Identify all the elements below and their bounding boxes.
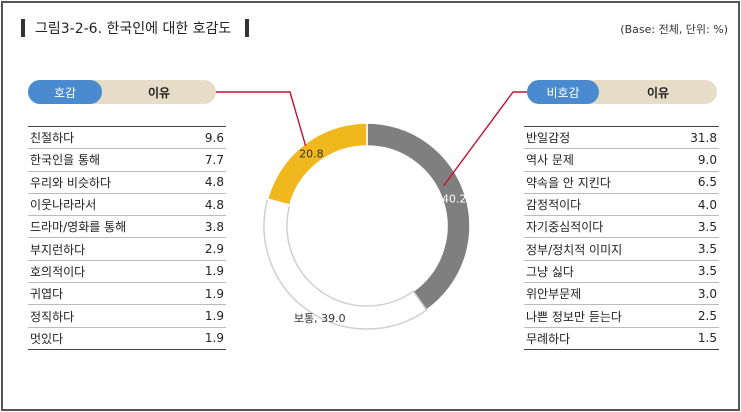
negative-reason-value: 3.5	[697, 264, 717, 279]
negative-reason-label: 이유	[646, 85, 670, 100]
positive-reason-value: 1.9	[204, 286, 224, 301]
positive-label: 호감	[28, 80, 102, 104]
positive-reason-row: 귀엽다 1.9	[28, 283, 226, 306]
positive-reason-row: 부지런하다 2.9	[28, 238, 226, 261]
positive-reason-row: 친절하다 9.6	[28, 127, 226, 150]
slice-label: 20.8	[299, 147, 324, 160]
negative-reason-label: 나쁜 정보만 듣는다	[526, 309, 622, 324]
positive-reason-label: 이웃나라라서	[30, 198, 97, 213]
positive-reason-row: 호의적이다 1.9	[28, 261, 226, 284]
negative-reason-label: 위안부문제	[526, 287, 582, 302]
positive-reason-value: 4.8	[204, 175, 224, 190]
positive-reason-label: 우리와 비슷하다	[30, 175, 112, 190]
negative-reason-label: 자기중심적이다	[526, 220, 604, 235]
positive-reason-value: 1.9	[204, 264, 224, 279]
positive-reason-row: 정직하다 1.9	[28, 305, 226, 328]
negative-label: 비호감	[527, 80, 599, 104]
positive-reason-value: 9.6	[204, 130, 224, 145]
negative-reason-value: 3.5	[697, 219, 717, 234]
positive-reasons-list: 친절하다 9.6 한국인을 통해 7.7 우리와 비슷하다 4.8 이웃나라라서 4.8 드라마…	[28, 126, 226, 350]
title-row: 그림3-2-6. 한국인에 대한 호감도	[21, 17, 250, 39]
positive-reason-row: 멋있다 1.9	[28, 328, 226, 350]
negative-reason-value: 6.5	[697, 175, 717, 190]
unit-note: (Base: 전체, 단위: %)	[620, 23, 728, 36]
negative-reason-row: 약속을 안 지킨다 6.5	[524, 172, 719, 194]
donut-slice	[266, 122, 368, 207]
negative-reason-row: 감정적이다 4.0	[524, 194, 719, 217]
negative-reason-value: 31.8	[690, 130, 717, 145]
negative-reason-row: 그냥 싫다 3.5	[524, 261, 719, 284]
negative-reason-label: 반일감정	[526, 131, 571, 146]
donut-slice	[263, 198, 428, 330]
positive-reason-label: 한국인을 통해	[30, 153, 101, 168]
negative-reason-value: 4.0	[697, 197, 717, 212]
positive-reason-label: 귀엽다	[30, 287, 64, 302]
positive-reason-label: 정직하다	[30, 309, 75, 324]
chart-title: 그림3-2-6. 한국인에 대한 호감도	[35, 21, 232, 37]
positive-reason-label: 드라마/영화를 통해	[30, 220, 127, 235]
negative-connector-line	[442, 91, 527, 187]
positive-reason-value: 3.8	[204, 219, 224, 234]
negative-reason-row: 정부/정치적 이미지 3.5	[524, 238, 719, 261]
positive-reason-value: 4.8	[204, 197, 224, 212]
negative-reason-value: 1.5	[697, 331, 717, 346]
negative-reason-value: 3.0	[697, 286, 717, 301]
slice-label: 40.2	[442, 192, 467, 205]
positive-reason-label: 부지런하다	[30, 242, 86, 257]
positive-reason-value: 7.7	[204, 152, 224, 167]
negative-header-pill: 비호감 이유	[527, 80, 717, 104]
positive-reason-row: 이웃나라라서 4.8	[28, 194, 226, 217]
title-bar-right	[245, 19, 250, 37]
positive-reason-label: 이유	[147, 85, 171, 100]
negative-reason-value: 9.0	[697, 152, 717, 167]
positive-reason-value: 1.9	[204, 309, 224, 324]
negative-reason-label: 정부/정치적 이미지	[526, 242, 623, 257]
positive-reason-row: 드라마/영화를 통해 3.8	[28, 216, 226, 239]
positive-reason-label: 친절하다	[30, 131, 75, 146]
negative-reasons-list: 반일감정 31.8 역사 문제 9.0 약속을 안 지킨다 6.5 감정적이다 4.0 자기중심…	[524, 126, 719, 350]
negative-reason-row: 나쁜 정보만 듣는다 2.5	[524, 305, 719, 328]
negative-reason-row: 역사 문제 9.0	[524, 149, 719, 172]
negative-reason-label: 무례하다	[526, 331, 571, 346]
negative-reason-value: 2.5	[697, 309, 717, 324]
negative-reason-label: 약속을 안 지킨다	[526, 175, 611, 190]
positive-reason-row: 우리와 비슷하다 4.8	[28, 172, 226, 194]
negative-reason-row: 위안부문제 3.0	[524, 283, 719, 306]
negative-reason-row: 무례하다 1.5	[524, 328, 719, 350]
negative-reason-row: 반일감정 31.8	[524, 127, 719, 150]
negative-reason-row: 자기중심적이다 3.5	[524, 216, 719, 239]
negative-reason-value: 3.5	[697, 242, 717, 257]
negative-reason-label: 그냥 싫다	[526, 264, 574, 279]
title-bar-left	[21, 19, 25, 37]
slice-label: 보통, 39.0	[294, 312, 346, 325]
positive-reason-value: 2.9	[204, 242, 224, 257]
positive-reason-value: 1.9	[204, 331, 224, 346]
positive-header-pill: 호감 이유	[28, 80, 216, 104]
donut-slice	[366, 122, 471, 312]
positive-reason-row: 한국인을 통해 7.7	[28, 149, 226, 172]
positive-reason-label: 멋있다	[30, 331, 64, 346]
negative-reason-label: 역사 문제	[526, 153, 574, 168]
positive-connector-line	[216, 91, 307, 147]
positive-reason-label: 호의적이다	[30, 264, 86, 279]
negative-reason-label: 감정적이다	[526, 198, 582, 213]
